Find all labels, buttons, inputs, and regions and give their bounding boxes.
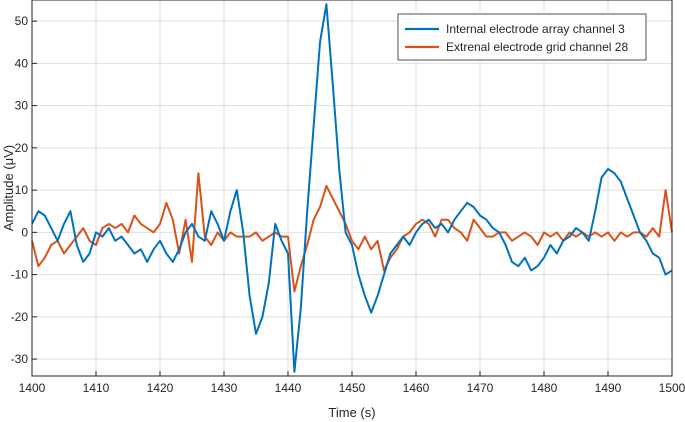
x-tick-label: 1480 bbox=[531, 381, 558, 395]
y-axis: -30 -20 -10 0 10 20 30 40 50 bbox=[11, 14, 37, 366]
x-tick-label: 1500 bbox=[659, 381, 685, 395]
x-tick-label: 1440 bbox=[275, 381, 302, 395]
x-tick-label: 1470 bbox=[467, 381, 494, 395]
x-axis: 1400 1410 1420 1430 1440 1450 1460 1470 1480 1490… bbox=[19, 371, 685, 395]
legend-label-internal: Internal electrode array channel 3 bbox=[446, 22, 625, 36]
series-layer bbox=[31, 3, 673, 373]
y-tick-label: 30 bbox=[15, 99, 29, 113]
grid-lines bbox=[32, 0, 672, 376]
y-tick-label: 20 bbox=[15, 141, 29, 155]
y-axis-label: Amplitude (μV) bbox=[1, 145, 16, 231]
legend-box bbox=[397, 13, 647, 61]
y-tick-label: -10 bbox=[11, 268, 29, 282]
series-line-1 bbox=[31, 172, 673, 293]
x-axis-label: Time (s) bbox=[328, 405, 375, 420]
y-tick-label: -20 bbox=[11, 310, 29, 324]
y-tick-label: 40 bbox=[15, 56, 29, 70]
y-tick-label: 0 bbox=[21, 225, 28, 239]
x-tick-label: 1490 bbox=[595, 381, 622, 395]
x-tick-label: 1410 bbox=[83, 381, 110, 395]
legend: Internal electrode array channel 3 Extre… bbox=[397, 13, 647, 61]
legend-label-external: Extrenal electrode grid channel 28 bbox=[446, 40, 628, 54]
series-line-0 bbox=[31, 3, 673, 373]
x-tick-label: 1400 bbox=[19, 381, 46, 395]
y-tick-label: 10 bbox=[15, 183, 29, 197]
x-tick-label: 1420 bbox=[147, 381, 174, 395]
x-tick-label: 1460 bbox=[403, 381, 430, 395]
y-tick-label: -30 bbox=[11, 352, 29, 366]
x-tick-label: 1450 bbox=[339, 381, 366, 395]
y-tick-label: 50 bbox=[15, 14, 29, 28]
x-tick-label: 1430 bbox=[211, 381, 238, 395]
